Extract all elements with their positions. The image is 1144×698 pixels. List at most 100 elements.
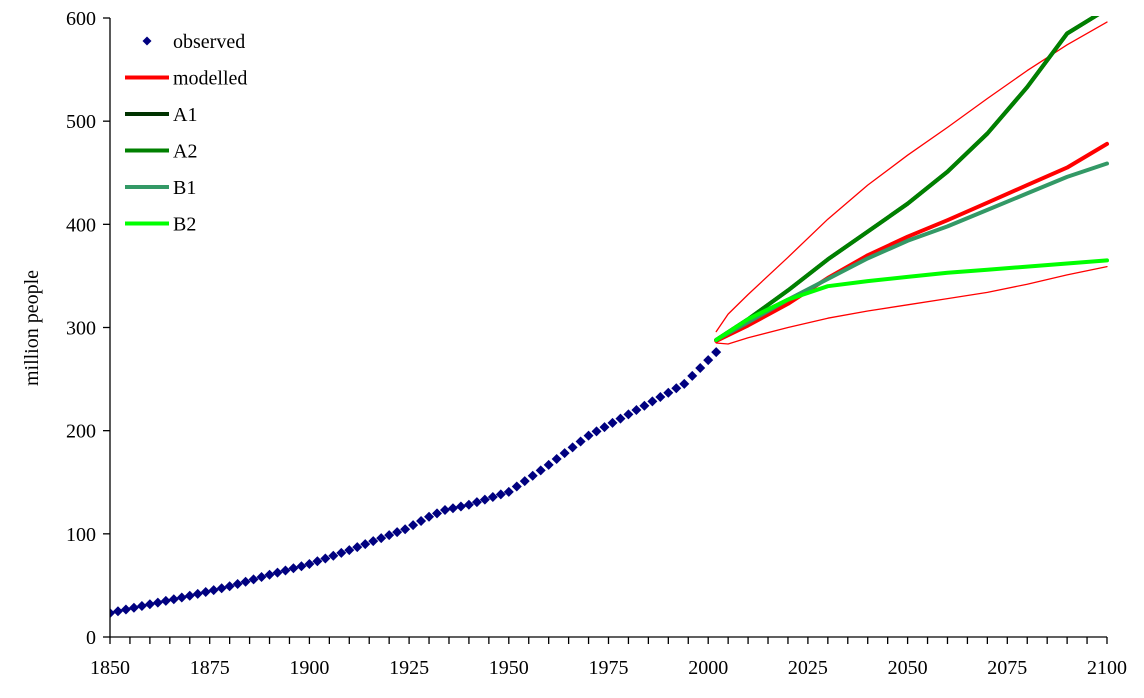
observed-point: [511, 481, 522, 492]
observed-point: [408, 520, 419, 531]
observed-point: [392, 527, 403, 538]
x-tick-label: 2000: [688, 657, 728, 679]
observed-point: [352, 542, 363, 553]
legend-item-observed: observed: [142, 31, 245, 53]
observed-point: [280, 565, 291, 576]
observed-point: [479, 494, 490, 505]
observed-point: [607, 417, 618, 428]
observed-point: [376, 533, 387, 544]
observed-point: [687, 370, 698, 381]
observed-point: [447, 503, 458, 514]
observed-point: [663, 387, 674, 398]
observed-point: [110, 608, 115, 619]
y-tick-label: 100: [66, 524, 96, 546]
legend-item-a1: A1: [125, 104, 197, 126]
observed-point: [432, 508, 443, 519]
series-line-b1: [714, 161, 1109, 342]
legend-label: B1: [173, 177, 196, 199]
y-tick-label: 0: [86, 627, 96, 649]
observed-point: [647, 396, 658, 407]
observed-point: [344, 545, 355, 556]
series-line-b2: [714, 258, 1109, 342]
observed-point: [240, 576, 251, 587]
x-tick-label: 2025: [788, 657, 828, 679]
x-tick-label: 1875: [190, 657, 230, 679]
y-tick-label: 500: [66, 111, 96, 133]
modelled-bound-line-3: [715, 265, 1108, 345]
legend-label: observed: [173, 31, 245, 53]
observed-point: [136, 601, 147, 612]
observed-point: [519, 476, 530, 487]
x-tick-label: 2050: [888, 657, 928, 679]
observed-point: [248, 574, 259, 585]
x-tick-label: 1925: [389, 657, 429, 679]
observed-point: [503, 486, 514, 497]
observed-point: [120, 604, 131, 615]
observed-point: [463, 499, 474, 510]
observed-point: [384, 530, 395, 541]
y-tick-label: 200: [66, 421, 96, 443]
observed-point: [583, 430, 594, 441]
observed-point: [639, 400, 650, 411]
observed-point: [264, 569, 275, 580]
observed-point: [671, 383, 682, 394]
observed-point: [703, 355, 714, 366]
y-axis-title: million people: [21, 270, 43, 386]
observed-point: [551, 454, 562, 465]
legend-label: modelled: [173, 68, 247, 90]
observed-point: [296, 561, 307, 572]
observed-point: [288, 563, 299, 574]
y-tick-label: 400: [66, 214, 96, 236]
observed-point: [200, 587, 211, 598]
x-tick-label: 2075: [987, 657, 1027, 679]
observed-point: [128, 602, 139, 613]
observed-point: [168, 594, 179, 605]
observed-point: [400, 524, 411, 535]
series-line-modelled: [714, 141, 1109, 343]
series-observed: [110, 347, 722, 619]
observed-point: [527, 470, 538, 481]
observed-point: [615, 413, 626, 424]
observed-point: [495, 489, 506, 500]
observed-point: [679, 378, 690, 389]
observed-point: [455, 501, 466, 512]
observed-point: [695, 362, 706, 373]
observed-point: [112, 606, 123, 617]
observed-point: [160, 595, 171, 606]
observed-point: [224, 581, 235, 592]
x-tick-label: 2100: [1087, 657, 1127, 679]
legend-label: A2: [173, 141, 197, 163]
observed-point: [487, 492, 498, 503]
legend-item-b1: B1: [125, 177, 196, 199]
observed-point: [599, 422, 610, 433]
observed-point: [424, 511, 435, 522]
observed-point: [208, 585, 219, 596]
legend-item-b2: B2: [125, 214, 196, 236]
observed-point: [216, 583, 227, 594]
observed-point: [471, 497, 482, 508]
axes: 0 100 200 300 400 500 600 1850 1875 1900 1925 1950 1…: [66, 8, 1127, 679]
observed-point: [304, 559, 315, 570]
observed-point: [575, 436, 586, 447]
modelled-bound-line-2: [715, 21, 1108, 333]
observed-point: [312, 556, 323, 567]
observed-point: [439, 505, 450, 516]
observed-point: [144, 599, 155, 610]
observed-point: [535, 465, 546, 476]
legend-item-modelled: modelled: [125, 68, 247, 90]
observed-point: [360, 539, 371, 550]
observed-point: [543, 459, 554, 470]
observed-point: [192, 588, 203, 599]
legend-label: B2: [173, 214, 196, 236]
observed-point: [328, 550, 339, 561]
x-tick-label: 1900: [289, 657, 329, 679]
legend-label: A1: [173, 104, 197, 126]
x-tick-label: 1950: [489, 657, 529, 679]
y-tick-label: 600: [66, 8, 96, 30]
observed-point: [152, 597, 163, 608]
observed-point: [711, 347, 722, 358]
legend: observed modelled A1 A2 B1 B2: [125, 31, 247, 236]
legend-item-a2: A2: [125, 141, 197, 163]
y-tick-label: 300: [66, 318, 96, 340]
